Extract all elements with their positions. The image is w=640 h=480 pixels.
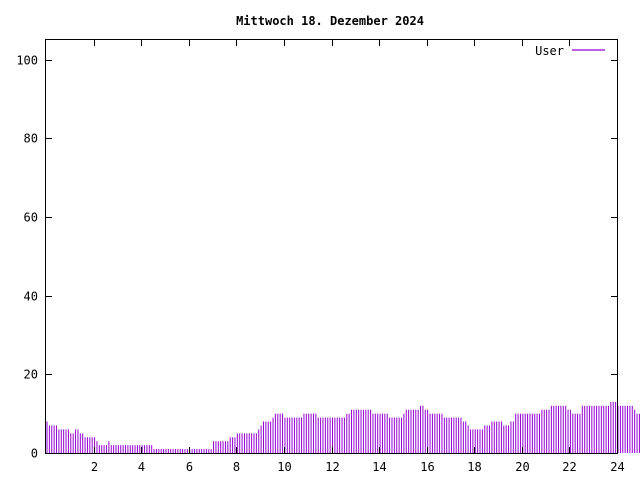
x-tick-label: 2 xyxy=(91,460,98,474)
x-tick-label: 14 xyxy=(372,460,386,474)
legend: User xyxy=(535,44,605,58)
x-tick-label: 22 xyxy=(562,460,576,474)
x-tick-label: 4 xyxy=(138,460,145,474)
x-tick-label: 6 xyxy=(186,460,193,474)
x-tick-label: 24 xyxy=(610,460,624,474)
x-tick-label: 18 xyxy=(467,460,481,474)
chart-title: Mittwoch 18. Dezember 2024 xyxy=(236,14,424,28)
bars-layer xyxy=(46,401,640,453)
plot-frame xyxy=(45,39,618,454)
x-tick-label: 10 xyxy=(277,460,291,474)
legend-label-user: User xyxy=(535,44,564,58)
x-tick-label: 8 xyxy=(233,460,240,474)
y-tick-label: 40 xyxy=(24,290,38,304)
y-tick-label: 20 xyxy=(24,368,38,382)
y-tick-label: 100 xyxy=(16,54,38,68)
x-tick-label: 16 xyxy=(420,460,434,474)
y-tick-label: 80 xyxy=(24,132,38,146)
x-tick-label: 12 xyxy=(325,460,339,474)
y-tick-label: 0 xyxy=(31,447,38,461)
y-tick-label: 60 xyxy=(24,211,38,225)
x-tick-label: 20 xyxy=(515,460,529,474)
